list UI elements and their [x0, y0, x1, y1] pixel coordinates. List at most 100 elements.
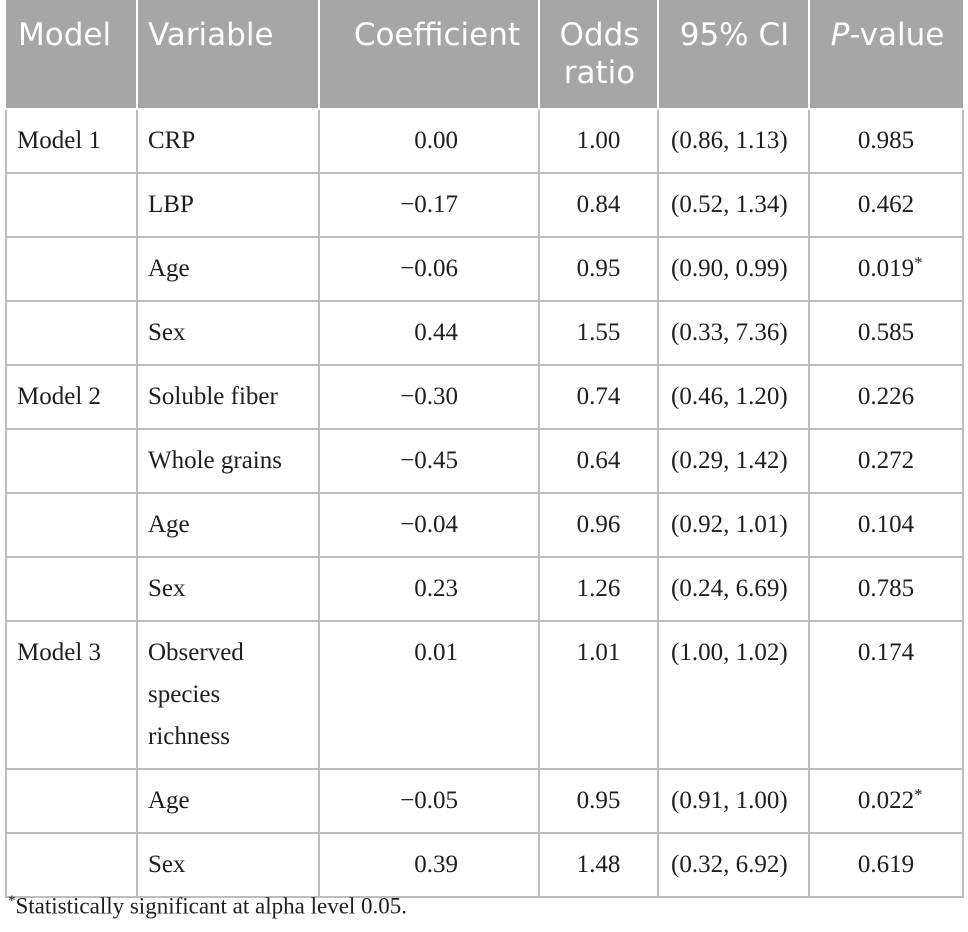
coefficient-cell: 0.39	[318, 832, 540, 898]
header-p-value: P-value	[808, 0, 963, 110]
ci-cell: (0.86, 1.13)	[657, 108, 810, 174]
p-value-cell: 0.022 *	[808, 768, 964, 834]
variable-cell: Sex	[136, 556, 320, 622]
model-cell: Model 2	[5, 364, 138, 430]
table-row: LBP −0.17 0.84 (0.52, 1.34) 0.462	[5, 172, 964, 238]
model-cell: Model 3	[5, 620, 138, 770]
odds-ratio-cell: 1.00	[538, 108, 659, 174]
significance-mark: *	[914, 253, 923, 272]
ci-cell: (0.32, 6.92)	[657, 832, 810, 898]
p-value-wrap: 0.226	[858, 376, 914, 418]
footnote-mark: *	[8, 893, 16, 909]
p-value-cell: 0.619	[808, 832, 964, 898]
table-row: Sex 0.23 1.26 (0.24, 6.69) 0.785	[5, 556, 964, 622]
coefficient-cell: 0.23	[318, 556, 540, 622]
odds-ratio-cell: 0.84	[538, 172, 659, 238]
header-p-rest: -value	[849, 17, 945, 53]
header-row: Model Variable Coefficient Odds ratio 95…	[6, 0, 963, 110]
p-value-wrap: 0.104	[858, 504, 914, 546]
variable-cell: Sex	[136, 300, 320, 366]
ci-cell: (0.91, 1.00)	[657, 768, 810, 834]
model-cell	[5, 556, 138, 622]
p-value-cell: 0.585	[808, 300, 964, 366]
odds-ratio-cell: 0.96	[538, 492, 659, 558]
table-row: Age −0.05 0.95 (0.91, 1.00) 0.022 *	[5, 768, 964, 834]
p-value: 0.022	[857, 787, 915, 814]
table-body: Model 1 CRP 0.00 1.00 (0.86, 1.13) 0.985 LBP −0…	[5, 108, 964, 898]
variable-cell: LBP	[136, 172, 320, 238]
header-ci: 95% CI	[657, 0, 810, 110]
p-value-cell: 0.226	[808, 364, 964, 430]
ci-cell: (0.46, 1.20)	[657, 364, 810, 430]
coefficient-cell: −0.17	[318, 172, 540, 238]
header-p-italic: P	[830, 17, 850, 53]
variable-cell: Whole grains	[136, 428, 320, 494]
p-value-cell: 0.019 *	[808, 236, 964, 302]
odds-ratio-cell: 0.64	[538, 428, 659, 494]
p-value-cell: 0.462	[808, 172, 964, 238]
coefficient-cell: −0.45	[318, 428, 540, 494]
variable-cell: Sex	[136, 832, 320, 898]
table-row: Sex 0.39 1.48 (0.32, 6.92) 0.619	[5, 832, 964, 898]
p-value-wrap: 0.619	[858, 844, 914, 886]
variable-cell: Age	[136, 492, 320, 558]
variable-cell: Soluble fiber	[136, 364, 320, 430]
ci-cell: (0.52, 1.34)	[657, 172, 810, 238]
ci-cell: (0.29, 1.42)	[657, 428, 810, 494]
coefficient-cell: 0.00	[318, 108, 540, 174]
p-value-wrap: 0.272	[858, 440, 914, 482]
ci-cell: (0.90, 0.99)	[657, 236, 810, 302]
footnote-text: Statistically significant at alpha level…	[15, 893, 408, 919]
odds-ratio-cell: 1.48	[538, 832, 659, 898]
variable-cell: CRP	[136, 108, 320, 174]
p-value: 0.785	[857, 575, 915, 602]
p-value-wrap: 0.585	[858, 312, 914, 354]
model-cell	[5, 172, 138, 238]
p-value: 0.462	[857, 191, 915, 218]
header-odds-ratio: Odds ratio	[538, 0, 659, 110]
p-value-wrap: 0.785	[858, 568, 914, 610]
model-cell	[5, 236, 138, 302]
p-value: 0.619	[857, 851, 915, 878]
odds-ratio-cell: 1.01	[538, 620, 659, 770]
model-cell	[5, 300, 138, 366]
coefficient-cell: 0.01	[318, 620, 540, 770]
footnote: *Statistically significant at alpha leve…	[8, 893, 407, 920]
p-value-cell: 0.272	[808, 428, 964, 494]
coefficient-cell: 0.44	[318, 300, 540, 366]
table-header: Model Variable Coefficient Odds ratio 95…	[6, 0, 963, 110]
table-row: Sex 0.44 1.55 (0.33, 7.36) 0.585	[5, 300, 964, 366]
table-row: Model 2 Soluble fiber −0.30 0.74 (0.46, 1.20…	[5, 364, 964, 430]
table-row: Age −0.04 0.96 (0.92, 1.01) 0.104	[5, 492, 964, 558]
table-row: Model 1 CRP 0.00 1.00 (0.86, 1.13) 0.985	[5, 108, 964, 174]
regression-results-table: Model Variable Coefficient Odds ratio 95…	[5, 0, 964, 898]
variable-cell: Observed species richness	[136, 620, 320, 770]
p-value-cell: 0.104	[808, 492, 964, 558]
p-value: 0.272	[857, 447, 915, 474]
p-value: 0.985	[857, 127, 915, 154]
header-coefficient: Coefficient	[318, 0, 540, 110]
table-row: Age −0.06 0.95 (0.90, 0.99) 0.019 *	[5, 236, 964, 302]
results-table-wrapper: Model Variable Coefficient Odds ratio 95…	[5, 0, 964, 898]
model-cell	[5, 492, 138, 558]
odds-ratio-cell: 1.26	[538, 556, 659, 622]
odds-ratio-cell: 1.55	[538, 300, 659, 366]
p-value-cell: 0.174	[808, 620, 964, 770]
ci-cell: (0.33, 7.36)	[657, 300, 810, 366]
p-value-wrap: 0.985	[858, 120, 914, 162]
coefficient-cell: −0.05	[318, 768, 540, 834]
coefficient-cell: −0.06	[318, 236, 540, 302]
p-value-wrap: 0.462	[858, 184, 914, 226]
table-row: Whole grains −0.45 0.64 (0.29, 1.42) 0.272	[5, 428, 964, 494]
model-cell	[5, 428, 138, 494]
odds-ratio-cell: 0.95	[538, 768, 659, 834]
p-value: 0.174	[857, 639, 915, 666]
p-value-cell: 0.985	[808, 108, 964, 174]
table-row: Model 3 Observed species richness 0.01 1.01…	[5, 620, 964, 770]
p-value-cell: 0.785	[808, 556, 964, 622]
p-value: 0.585	[857, 319, 915, 346]
p-value-wrap: 0.022 *	[857, 780, 923, 822]
significance-mark: *	[914, 785, 923, 804]
header-model: Model	[6, 0, 138, 110]
model-cell: Model 1	[5, 108, 138, 174]
